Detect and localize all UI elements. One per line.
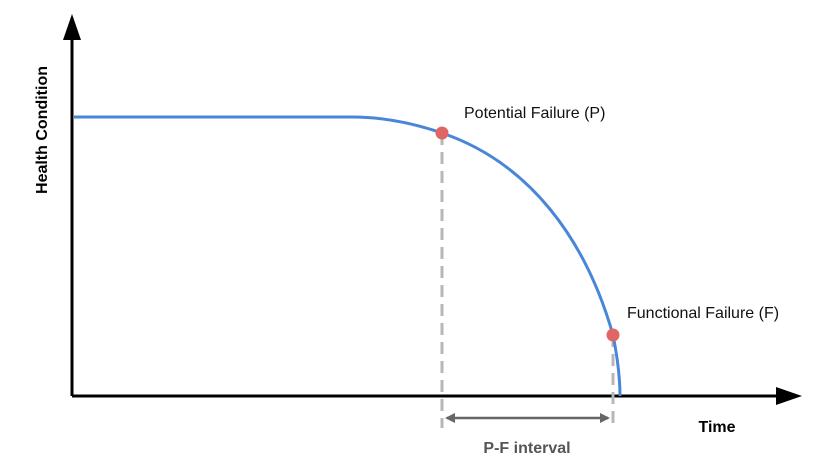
x-axis-arrowhead [776, 387, 802, 405]
functional-failure-point [606, 328, 620, 342]
functional-failure-label: Functional Failure (F) [627, 305, 779, 322]
axes [63, 14, 802, 405]
pf-interval-label: P-F interval [483, 440, 570, 457]
y-axis-label: Health Condition [34, 66, 51, 194]
health-curve [74, 115, 622, 397]
potential-failure-label: Potential Failure (P) [464, 105, 605, 122]
y-axis-arrowhead [63, 14, 81, 40]
potential-failure-point [435, 126, 449, 140]
x-axis-label: Time [698, 419, 735, 436]
